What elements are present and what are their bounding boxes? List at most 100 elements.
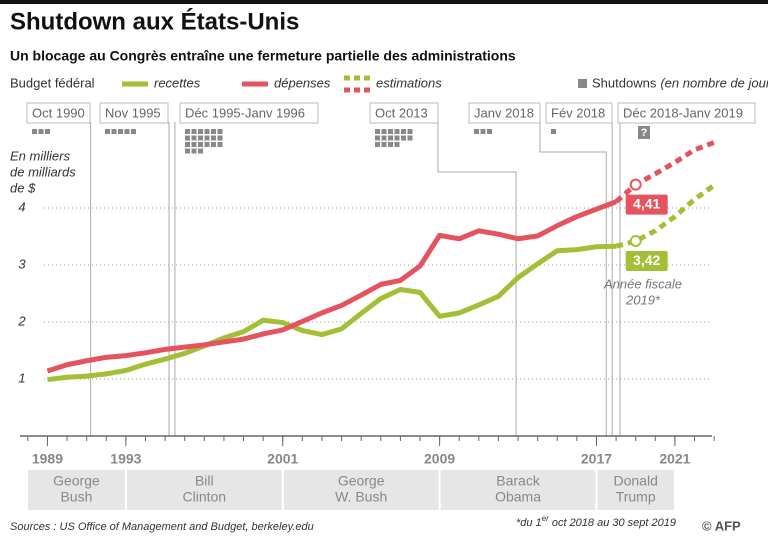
day-square (191, 148, 197, 154)
president-name: George (53, 473, 100, 489)
day-square (185, 135, 190, 141)
shutdown-label: Fév 2018 (551, 105, 605, 120)
series-line (614, 140, 716, 204)
legend-label: dépenses (274, 75, 331, 90)
day-square (211, 135, 216, 141)
credit: © AFP (702, 518, 741, 533)
shutdown-label: Déc 1995-Janv 1996 (185, 105, 305, 120)
shutdown-label: Janv 2018 (474, 105, 534, 120)
day-square (394, 142, 400, 147)
day-square (191, 129, 197, 134)
legend-label: recettes (154, 75, 201, 90)
day-square (375, 129, 380, 134)
day-square (111, 129, 117, 134)
y-tick-label: 4 (18, 199, 25, 214)
day-square (118, 129, 123, 134)
annotation: 2019* (625, 292, 661, 307)
x-tick-label: 2001 (267, 451, 298, 467)
day-square (131, 129, 136, 134)
day-square (388, 129, 393, 134)
president-band (283, 470, 439, 510)
day-square (375, 135, 380, 141)
day-square (38, 129, 44, 134)
chart-title: Shutdown aux États-Unis (10, 7, 299, 35)
shutdown-days (551, 129, 556, 134)
series-line (47, 243, 617, 383)
shutdown-label: Oct 1990 (32, 105, 85, 120)
legend-title: Budget fédéral (10, 75, 95, 90)
day-square (198, 129, 203, 134)
legend-label: estimations (376, 75, 442, 90)
y-axis-label: de milliards (10, 164, 76, 179)
source: Sources : US Office of Management and Bu… (10, 521, 314, 533)
president-band (126, 470, 282, 510)
y-axis-label: de $ (10, 180, 36, 195)
day-square (185, 129, 190, 134)
day-square (198, 148, 203, 154)
day-square (204, 142, 210, 147)
shutdown-days: ? (638, 126, 650, 139)
shutdown-box (26, 102, 91, 124)
shutdown-box (99, 102, 169, 124)
shutdown-days (105, 129, 136, 134)
shutdown-label: Déc 2018-Janv 2019 (623, 105, 743, 120)
unknown-label: ? (641, 127, 648, 139)
x-tick-label: 2009 (424, 451, 455, 467)
highlight-point (629, 235, 642, 248)
shutdown-leader (539, 122, 607, 436)
president-band (597, 470, 674, 510)
president-name: W. Bush (335, 489, 387, 505)
x-tick-label: 2017 (581, 451, 612, 467)
shutdown-days (185, 129, 223, 154)
day-square (388, 135, 393, 141)
day-square (45, 129, 50, 134)
shutdown-box (545, 102, 613, 124)
day-square (474, 129, 479, 134)
footnote-part: *du 1 (516, 517, 542, 529)
president-name: Trump (616, 489, 656, 505)
value-label-box (625, 251, 668, 272)
day-square (381, 142, 387, 147)
highlight-point (629, 178, 642, 191)
day-square (211, 142, 216, 147)
day-square (487, 129, 492, 134)
day-square (198, 142, 203, 147)
day-square (551, 129, 556, 134)
y-tick-label: 1 (18, 370, 25, 385)
president-name: Clinton (183, 489, 227, 505)
day-square (191, 135, 197, 141)
legend-swatch (578, 79, 587, 88)
shutdown-box (468, 102, 541, 124)
shutdown-days (474, 129, 492, 134)
president-name: Obama (495, 489, 541, 505)
president-name: Bill (195, 473, 214, 489)
y-tick-label: 2 (17, 313, 26, 328)
y-tick-label: 3 (18, 256, 26, 271)
day-square (381, 135, 387, 141)
unknown-box (638, 126, 650, 139)
shutdown-leader (437, 122, 517, 436)
legend-label: (en nombre de jours) (660, 75, 768, 90)
day-square (185, 142, 190, 147)
footnote-part: oct 2018 au 30 sept 2019 (549, 517, 676, 529)
footnote: *du 1er oct 2018 au 30 sept 2019 (516, 514, 676, 529)
shutdown-label: Oct 2013 (375, 105, 428, 120)
day-square (211, 129, 216, 134)
day-square (401, 129, 406, 134)
footnote-part: er (542, 514, 549, 523)
value-label: 4,41 (633, 195, 660, 211)
day-square (480, 129, 486, 134)
day-square (375, 142, 380, 147)
shutdown-days (375, 129, 413, 147)
day-square (401, 135, 406, 141)
value-label: 3,42 (633, 252, 660, 268)
x-tick-label: 2021 (659, 451, 690, 467)
x-tick-label: 1989 (32, 451, 63, 467)
shutdown-box (617, 102, 756, 124)
day-square (217, 129, 223, 134)
day-square (204, 129, 210, 134)
president-name: George (338, 473, 385, 489)
day-square (388, 142, 393, 147)
day-square (217, 135, 223, 141)
president-band (440, 470, 596, 510)
